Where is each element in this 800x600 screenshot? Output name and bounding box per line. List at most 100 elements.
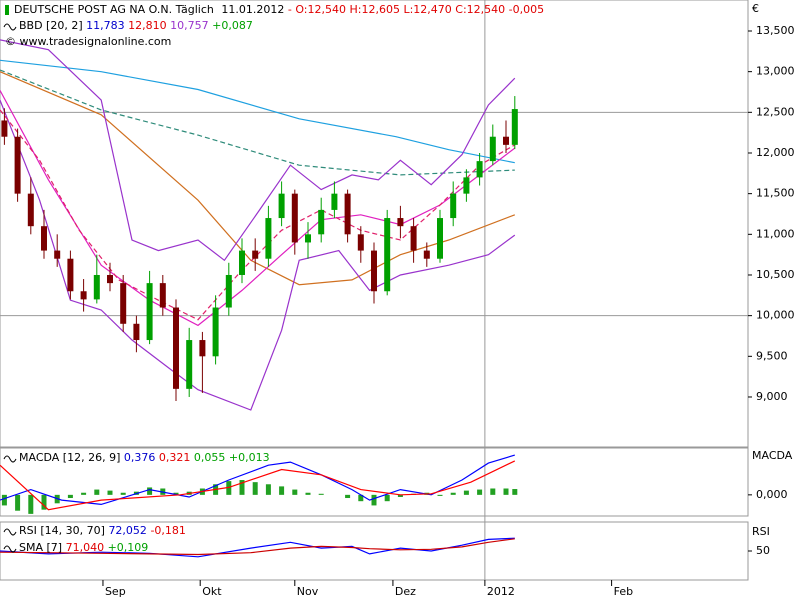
header-line: SMA [7] 71,040 +0,109: [19, 541, 148, 554]
axis-label: MACDA: [752, 449, 793, 462]
histogram-bar: [450, 492, 456, 495]
histogram-bar: [1, 494, 7, 506]
candle-body: [14, 136, 21, 194]
icon: [3, 23, 17, 31]
x-tick-label: Dez: [395, 585, 416, 598]
histogram-bar: [305, 492, 311, 495]
histogram-bar: [512, 489, 518, 495]
histogram-bar: [292, 489, 298, 495]
macd-header: MACDA [12, 26, 9] 0,376 0,321 0,055 +0,0…: [3, 451, 270, 464]
x-tick-label: Feb: [614, 585, 633, 598]
x-tick-label: 2012: [487, 585, 515, 598]
candle-body: [489, 136, 496, 162]
histogram-bar: [120, 492, 126, 495]
candle-body: [186, 340, 193, 389]
candle-body: [146, 283, 153, 341]
histogram-bar: [265, 484, 271, 495]
value: 71,040: [66, 541, 105, 554]
price-header: DEUTSCHE POST AG NA O.N. Täglich 11.01.2…: [3, 3, 544, 48]
line: [0, 460, 516, 511]
candle-body: [423, 250, 430, 259]
instrument: DEUTSCHE POST AG NA O.N. Täglich: [14, 3, 214, 16]
candle-body: [133, 323, 140, 341]
candle-body: [120, 283, 127, 324]
candle-body: [173, 307, 179, 389]
candle-body: [239, 250, 245, 275]
header-line: DEUTSCHE POST AG NA O.N. Täglich 11.01.2…: [14, 3, 544, 16]
quote: - O:12,540 H:12,605 L:12,470 C:12,540 -0…: [288, 3, 544, 16]
marks: [0, 0, 748, 580]
candle-body: [27, 193, 34, 227]
rsi-panel: [0, 521, 749, 581]
candle-body: [371, 250, 377, 292]
candle-body: [503, 136, 509, 145]
line: [0, 538, 515, 556]
value: 0,376: [124, 451, 156, 464]
candle-body: [357, 234, 364, 251]
histogram-bar: [384, 494, 390, 502]
candle-body: [384, 218, 391, 292]
y-tick-label: 11,000: [756, 227, 795, 240]
histogram-bar: [371, 494, 377, 506]
candle-body: [344, 193, 351, 235]
icon: [3, 545, 17, 553]
candle-body: [67, 258, 74, 292]
value: +0,109: [108, 541, 149, 554]
line: [0, 99, 516, 411]
histogram-bar: [67, 494, 73, 499]
histogram-bar: [107, 490, 113, 495]
histogram-bar: [81, 492, 87, 495]
x-tick-label: Okt: [202, 585, 222, 598]
y-tick-label: 9,000: [756, 390, 788, 403]
line: [0, 69, 515, 176]
value: 12,810: [128, 19, 167, 32]
y-tick-label: 10,500: [756, 268, 795, 281]
candle-body: [463, 177, 470, 194]
histogram-bar: [239, 480, 245, 495]
histogram-bar: [252, 482, 258, 495]
histogram-bar: [28, 494, 34, 514]
indicator: SMA [7]: [19, 541, 62, 554]
histogram-bar: [318, 493, 324, 495]
histogram-bar: [503, 488, 509, 495]
rsi-header: RSI [14, 30, 70] 72,052 -0,181 SMA [7] 7…: [3, 524, 186, 554]
indicator: RSI [14, 30, 70]: [19, 524, 105, 537]
candle-body: [450, 193, 457, 219]
y-tick-label: 0,000: [756, 488, 788, 501]
value: +0,013: [229, 451, 270, 464]
candle-body: [318, 209, 325, 235]
candle-body: [410, 226, 417, 251]
candle-body: [54, 250, 61, 259]
y-tick-label: 13,500: [756, 24, 795, 37]
value: 0,055: [194, 451, 226, 464]
candle-body: [1, 120, 8, 137]
indicator: MACDA [12, 26, 9]: [19, 451, 120, 464]
histogram-bar: [147, 487, 153, 495]
value: 72,052: [108, 524, 147, 537]
value: +0,087: [212, 19, 253, 32]
candle-body: [159, 283, 166, 308]
y-tick-label: 50: [756, 544, 770, 557]
value: 0,321: [159, 451, 191, 464]
x-tick-label: Nov: [297, 585, 319, 598]
histogram-bar: [173, 492, 179, 495]
histogram-bar: [358, 494, 364, 502]
header-line: MACDA [12, 26, 9] 0,376 0,321 0,055 +0,0…: [19, 451, 270, 464]
line: [0, 39, 516, 262]
candle-body: [305, 234, 311, 243]
value: 10,757: [170, 19, 209, 32]
y-tick-label: 13,000: [756, 65, 795, 78]
histogram-bar: [41, 494, 47, 510]
candle-body: [41, 226, 47, 251]
y-tick-label: 9,500: [756, 349, 788, 362]
candle-body: [397, 218, 404, 227]
candle-body: [225, 274, 232, 308]
line: [0, 59, 515, 164]
header-line: RSI [14, 30, 70] 72,052 -0,181: [19, 524, 186, 537]
candle-body: [252, 250, 259, 259]
histogram-bar: [437, 494, 443, 496]
candle-body: [437, 218, 443, 259]
axis-unit: €: [752, 2, 759, 15]
price-panel: [0, 0, 749, 448]
